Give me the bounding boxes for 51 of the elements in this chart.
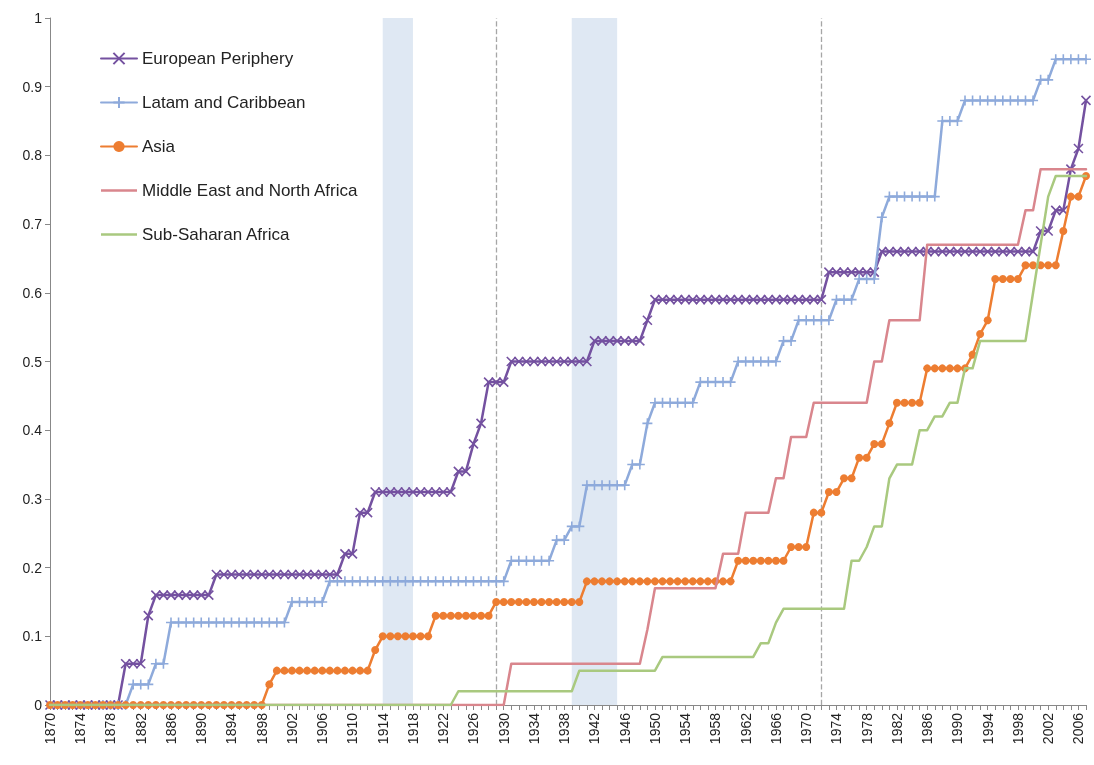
y-tick-label: 0.1 (22, 628, 43, 645)
x-tick-label: 2002 (1040, 712, 1057, 745)
y-tick-label: 0.9 (22, 78, 43, 95)
legend-label: Sub-Saharan Africa (142, 225, 290, 244)
x-tick-label: 1890 (193, 712, 210, 745)
x-tick-label: 1950 (646, 712, 663, 745)
x-tick-label: 1998 (1009, 712, 1026, 745)
x-tick-label: 1910 (344, 712, 361, 745)
x-tick-label: 1942 (586, 712, 603, 745)
x-tick-label: 1974 (828, 712, 845, 745)
x-tick-label: 1934 (525, 712, 542, 745)
y-tick-label: 1 (34, 10, 43, 26)
x-tick-label: 1946 (616, 712, 633, 745)
x-tick-label: 1914 (374, 712, 391, 745)
x-tick-label: 1930 (495, 712, 512, 745)
x-tick-label: 2006 (1070, 712, 1087, 745)
x-tick-label: 1874 (72, 712, 89, 745)
x-tick-label: 1966 (767, 712, 784, 745)
x-tick-label: 1986 (919, 712, 936, 745)
x-tick-label: 1958 (707, 712, 724, 745)
x-tick-label: 1962 (737, 712, 754, 745)
x-tick-label: 1982 (888, 712, 905, 745)
legend-label: Latam and Caribbean (142, 93, 306, 112)
y-tick-label: 0 (34, 697, 43, 713)
x-tick-label: 1898 (253, 712, 270, 745)
y-tick-label: 0.8 (22, 147, 43, 164)
x-tick-label: 1918 (404, 712, 421, 745)
x-tick-label: 1894 (223, 712, 240, 745)
x-tick-label: 1978 (858, 712, 875, 745)
x-tick-label: 1922 (435, 712, 452, 745)
x-tick-label: 1938 (556, 712, 573, 745)
x-tick-label: 1906 (314, 712, 331, 745)
legend-label: Asia (142, 137, 176, 156)
y-tick-label: 0.4 (22, 422, 43, 439)
x-tick-label: 1886 (162, 712, 179, 745)
legend-label: European Periphery (142, 49, 294, 68)
x-tick-label: 1926 (465, 712, 482, 745)
y-tick-label: 0.2 (22, 559, 43, 576)
y-tick-label: 0.6 (22, 284, 43, 301)
y-tick-label: 0.5 (22, 353, 43, 370)
legend-label: Middle East and North Africa (142, 181, 358, 200)
x-tick-label: 1970 (798, 712, 815, 745)
x-tick-label: 1878 (102, 712, 119, 745)
x-tick-label: 1954 (677, 712, 694, 745)
y-tick-label: 0.3 (22, 490, 43, 507)
x-tick-label: 1882 (132, 712, 149, 745)
y-tick-label: 0.7 (22, 216, 43, 233)
x-tick-label: 1870 (42, 712, 58, 745)
x-tick-label: 1902 (283, 712, 300, 745)
x-tick-label: 1990 (949, 712, 966, 745)
x-tick-label: 1994 (979, 712, 996, 745)
